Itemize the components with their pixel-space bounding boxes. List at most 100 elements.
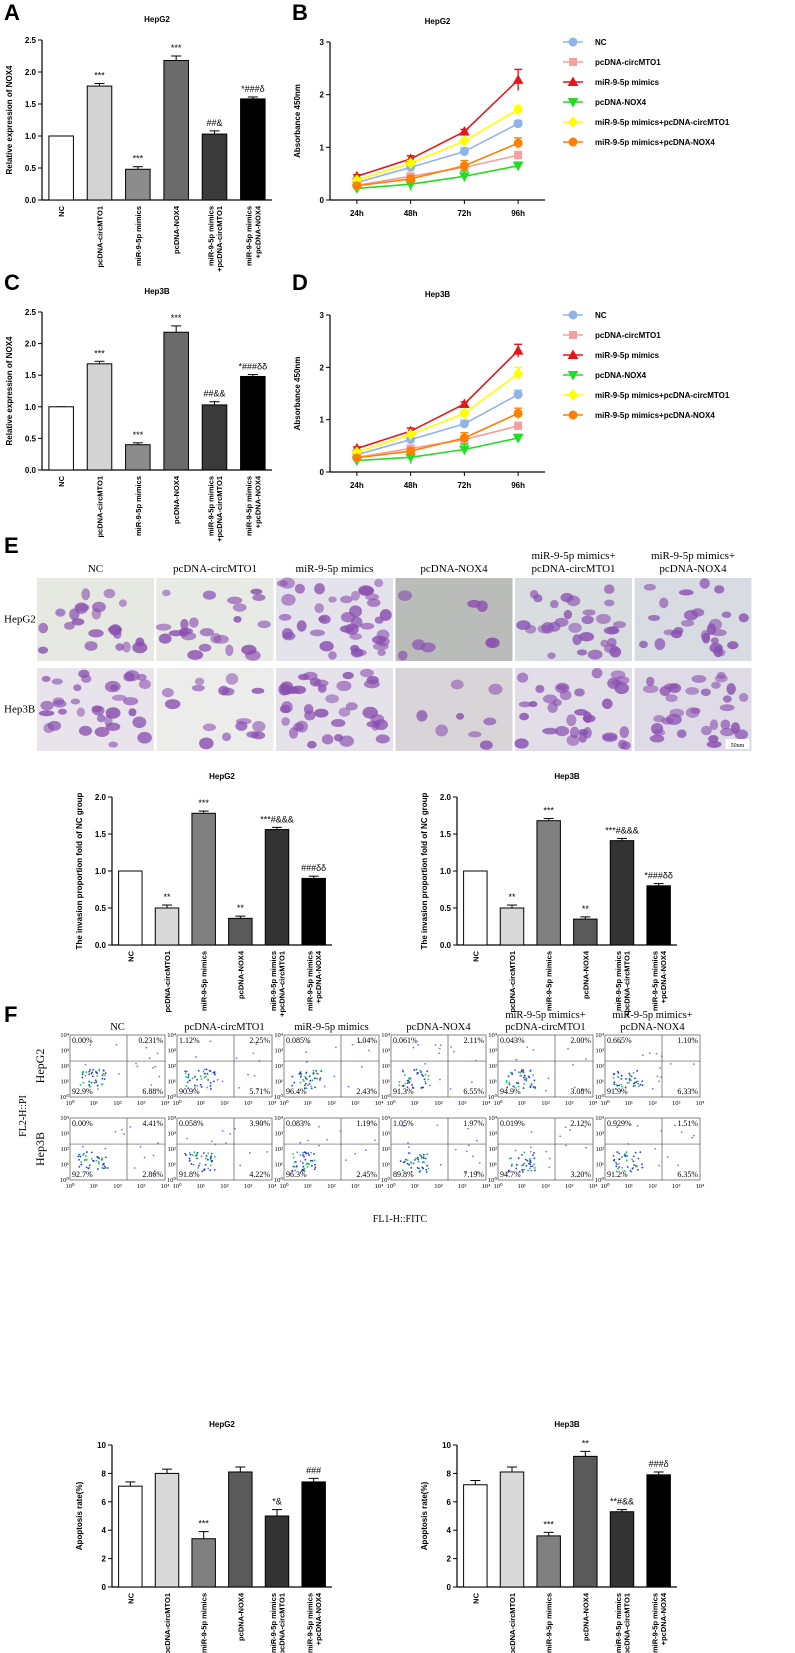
- event-dot: [517, 1156, 520, 1159]
- y-tick-label: 10¹: [596, 1079, 605, 1086]
- stained-cell: [296, 620, 307, 632]
- x-tick-label: 10⁰: [493, 1182, 503, 1190]
- event-dot: [636, 1125, 639, 1127]
- significance-label: ***: [133, 154, 144, 164]
- event-dot: [185, 1154, 187, 1157]
- event-dot: [92, 1068, 94, 1071]
- stained-cell: [721, 611, 732, 618]
- x-tick-label: pcDNA-circMTO1: [163, 951, 172, 1013]
- event-dot: [478, 1161, 481, 1164]
- column-label: pcDNA-NOX4: [420, 563, 488, 575]
- series-line: [356, 412, 519, 459]
- y-tick-label: 10¹: [61, 1079, 70, 1086]
- stained-cell: [535, 684, 545, 694]
- quadrant-percent: 96.3%: [286, 1170, 307, 1179]
- stained-cell: [191, 684, 205, 692]
- x-tick-label: 10⁰: [279, 1182, 289, 1190]
- event-dot: [628, 1079, 631, 1082]
- event-dot: [413, 1069, 416, 1071]
- event-dot: [307, 1041, 309, 1044]
- stained-cell: [342, 671, 354, 680]
- x-tick-label: 10⁴: [161, 1100, 171, 1107]
- x-tick-label: 10¹: [625, 1183, 634, 1190]
- panel-letter: F: [4, 1002, 17, 1027]
- quadrant-percent: 91.3%: [393, 1087, 414, 1096]
- event-dot: [94, 1070, 97, 1073]
- event-dot: [530, 1169, 533, 1172]
- stained-cell: [76, 707, 85, 717]
- event-dot: [209, 1159, 212, 1161]
- event-dot: [628, 1074, 631, 1076]
- stained-cell: [199, 737, 214, 750]
- x-tick-label: pcDNA-NOX4: [172, 475, 181, 524]
- y-tick-label: 1.5: [440, 830, 452, 839]
- bar: [118, 870, 143, 946]
- event-dot: [453, 1050, 455, 1053]
- stained-cell: [362, 706, 378, 719]
- event-dot: [613, 1081, 616, 1084]
- event-dot: [476, 1170, 479, 1173]
- stained-cell: [162, 589, 171, 597]
- event-dot: [360, 1065, 363, 1068]
- x-tick-label: miR-9-5p mimics: [545, 951, 554, 1011]
- event-dot: [261, 1123, 264, 1126]
- event-dot: [187, 1073, 190, 1076]
- event-dot: [512, 1085, 515, 1088]
- quadrant-percent: 6.88%: [142, 1087, 163, 1096]
- event-dot: [636, 1069, 639, 1072]
- legend-marker: [569, 331, 577, 339]
- event-dot: [157, 1142, 159, 1145]
- stained-cell: [714, 585, 725, 594]
- event-dot: [209, 1070, 212, 1073]
- event-dot: [618, 1152, 620, 1155]
- stained-cell: [84, 641, 98, 651]
- event-dot: [641, 1080, 644, 1083]
- stained-cell: [94, 726, 110, 737]
- event-dot: [193, 1084, 196, 1087]
- x-tick-label: pcDNA-circMTO1: [163, 1593, 172, 1653]
- stained-cell: [566, 734, 580, 746]
- event-dot: [85, 1158, 87, 1161]
- stained-cell: [227, 596, 243, 605]
- event-dot: [302, 1078, 304, 1081]
- event-dot: [253, 1074, 256, 1077]
- y-axis-label: Absorbance 450nm: [293, 84, 302, 158]
- event-dot: [417, 1160, 420, 1163]
- bar: [86, 85, 113, 201]
- stained-cell: [485, 637, 500, 649]
- chart-title: Hep3B: [554, 1420, 580, 1429]
- quadrant-percent: 4.22%: [249, 1170, 270, 1179]
- event-dot: [294, 1169, 297, 1172]
- x-tick-label: miR-9-5p mimics+pcDNA-NOX4: [245, 205, 263, 266]
- legend-label: pcDNA-NOX4: [595, 371, 647, 380]
- event-dot: [618, 1158, 621, 1161]
- event-dot: [299, 1160, 302, 1163]
- x-tick-label: 10³: [672, 1100, 681, 1107]
- stained-cell: [278, 613, 292, 621]
- event-dot: [618, 1166, 621, 1168]
- stained-cell: [710, 637, 719, 645]
- event-dot: [196, 1157, 198, 1160]
- x-tick-label: 10³: [672, 1183, 681, 1190]
- event-dot: [467, 1127, 470, 1130]
- event-dot: [247, 1073, 249, 1076]
- column-label: miR-9-5p mimics+: [612, 1010, 692, 1021]
- event-dot: [518, 1170, 521, 1173]
- event-dot: [101, 1157, 104, 1159]
- stained-cell: [336, 680, 352, 692]
- event-dot: [545, 1150, 548, 1153]
- significance-label: ***: [543, 805, 554, 815]
- event-dot: [417, 1043, 420, 1046]
- stained-cell: [38, 710, 55, 717]
- event-dot: [81, 1071, 84, 1074]
- quadrant-percent: 0.665%: [607, 1036, 632, 1045]
- event-dot: [426, 1070, 429, 1073]
- event-dot: [525, 1077, 528, 1080]
- event-dot: [464, 1172, 467, 1174]
- quadrant-percent: 3.90%: [249, 1119, 270, 1128]
- event-dot: [303, 1155, 305, 1158]
- quadrant-percent: 96.4%: [286, 1087, 307, 1096]
- y-tick-label: 2.0: [25, 340, 37, 349]
- bar: [240, 98, 266, 201]
- x-axis-label: FL1-H::FITC: [373, 1214, 428, 1225]
